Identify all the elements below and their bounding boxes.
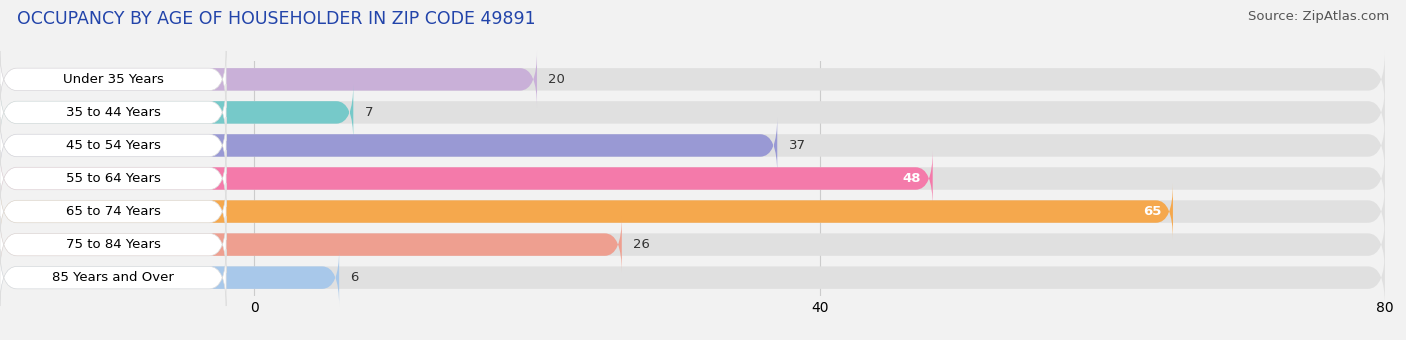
FancyBboxPatch shape [0, 117, 1385, 174]
FancyBboxPatch shape [0, 84, 226, 141]
Text: 26: 26 [633, 238, 650, 251]
FancyBboxPatch shape [0, 51, 226, 108]
Text: Under 35 Years: Under 35 Years [63, 73, 163, 86]
Text: 75 to 84 Years: 75 to 84 Years [66, 238, 160, 251]
FancyBboxPatch shape [0, 84, 1385, 141]
Text: 6: 6 [350, 271, 359, 284]
FancyBboxPatch shape [0, 150, 1385, 207]
FancyBboxPatch shape [0, 150, 226, 207]
FancyBboxPatch shape [0, 216, 621, 273]
Text: 37: 37 [789, 139, 806, 152]
Text: 48: 48 [903, 172, 921, 185]
FancyBboxPatch shape [0, 117, 226, 174]
FancyBboxPatch shape [0, 117, 778, 174]
Text: 7: 7 [364, 106, 373, 119]
FancyBboxPatch shape [0, 216, 226, 273]
FancyBboxPatch shape [0, 51, 1385, 108]
FancyBboxPatch shape [0, 249, 1385, 306]
FancyBboxPatch shape [0, 51, 537, 108]
FancyBboxPatch shape [0, 216, 1385, 273]
FancyBboxPatch shape [0, 183, 226, 240]
Text: OCCUPANCY BY AGE OF HOUSEHOLDER IN ZIP CODE 49891: OCCUPANCY BY AGE OF HOUSEHOLDER IN ZIP C… [17, 10, 536, 28]
FancyBboxPatch shape [0, 249, 226, 306]
Text: 45 to 54 Years: 45 to 54 Years [66, 139, 160, 152]
Text: 65 to 74 Years: 65 to 74 Years [66, 205, 160, 218]
FancyBboxPatch shape [0, 249, 339, 306]
FancyBboxPatch shape [0, 183, 1385, 240]
Text: 65: 65 [1143, 205, 1161, 218]
Text: 55 to 64 Years: 55 to 64 Years [66, 172, 160, 185]
Text: 85 Years and Over: 85 Years and Over [52, 271, 174, 284]
Text: 35 to 44 Years: 35 to 44 Years [66, 106, 160, 119]
FancyBboxPatch shape [0, 183, 1173, 240]
FancyBboxPatch shape [0, 84, 353, 141]
Text: Source: ZipAtlas.com: Source: ZipAtlas.com [1249, 10, 1389, 23]
FancyBboxPatch shape [0, 150, 932, 207]
Text: 20: 20 [548, 73, 565, 86]
